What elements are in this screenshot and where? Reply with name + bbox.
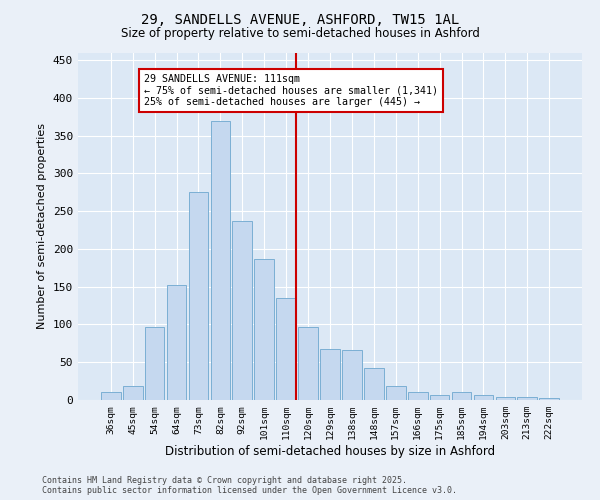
Bar	[517, 397, 537, 400]
Bar	[232, 221, 252, 400]
Bar	[254, 258, 274, 400]
Text: Size of property relative to semi-detached houses in Ashford: Size of property relative to semi-detach…	[121, 28, 479, 40]
Bar	[101, 392, 121, 400]
Bar	[211, 121, 230, 400]
Bar	[342, 350, 362, 400]
Text: 29 SANDELLS AVENUE: 111sqm
← 75% of semi-detached houses are smaller (1,341)
25%: 29 SANDELLS AVENUE: 111sqm ← 75% of semi…	[143, 74, 437, 107]
Bar	[430, 396, 449, 400]
Bar	[539, 398, 559, 400]
Y-axis label: Number of semi-detached properties: Number of semi-detached properties	[37, 123, 47, 329]
Bar	[123, 386, 143, 400]
Bar	[496, 397, 515, 400]
Text: Contains HM Land Registry data © Crown copyright and database right 2025.
Contai: Contains HM Land Registry data © Crown c…	[42, 476, 457, 495]
Bar	[408, 392, 428, 400]
Bar	[298, 328, 318, 400]
X-axis label: Distribution of semi-detached houses by size in Ashford: Distribution of semi-detached houses by …	[165, 445, 495, 458]
Bar	[386, 386, 406, 400]
Bar	[188, 192, 208, 400]
Bar	[145, 328, 164, 400]
Bar	[167, 285, 187, 400]
Bar	[473, 396, 493, 400]
Bar	[364, 368, 384, 400]
Bar	[452, 392, 472, 400]
Text: 29, SANDELLS AVENUE, ASHFORD, TW15 1AL: 29, SANDELLS AVENUE, ASHFORD, TW15 1AL	[141, 12, 459, 26]
Bar	[276, 298, 296, 400]
Bar	[320, 350, 340, 400]
